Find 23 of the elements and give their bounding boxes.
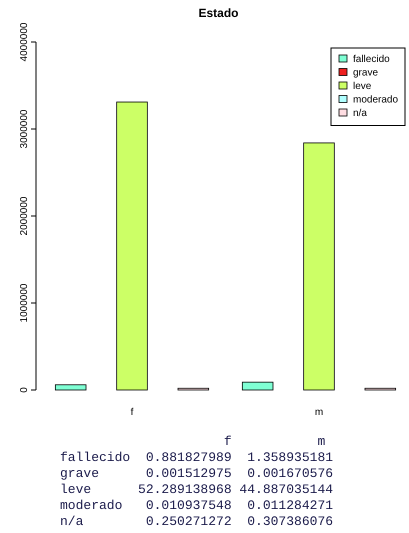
y-tick-label: 0 [19,386,30,393]
text: n/a 0.250271272 0.307386076 [60,514,334,529]
legend-label: n/a [353,108,368,119]
y-tick-label: 1000000 [19,283,30,322]
text: leve 52.289138968 44.887035144 [60,482,334,497]
text: f m [60,434,326,449]
bar [54,384,86,390]
legend-label: moderado [353,94,398,106]
legend-label: fallecido [353,54,390,65]
bar [303,142,335,390]
legend-label: grave [353,68,378,78]
bar [242,382,274,390]
chart-title: Estado [198,6,239,20]
y-tick-label: 4000000 [19,22,30,62]
text: fallecido 0.881827989 1.358935181 [60,450,334,465]
y-tick-label: 3000000 [19,109,30,148]
text: grave 0.001512975 0.001670576 [60,466,334,481]
x-tick-label: m [314,407,324,418]
bar [116,102,148,390]
y-tick-label: 2000000 [19,196,30,236]
x-tick-label: f [130,407,134,418]
legend-label: leve [353,81,372,92]
text: moderado 0.010937548 0.011284271 [60,498,334,513]
